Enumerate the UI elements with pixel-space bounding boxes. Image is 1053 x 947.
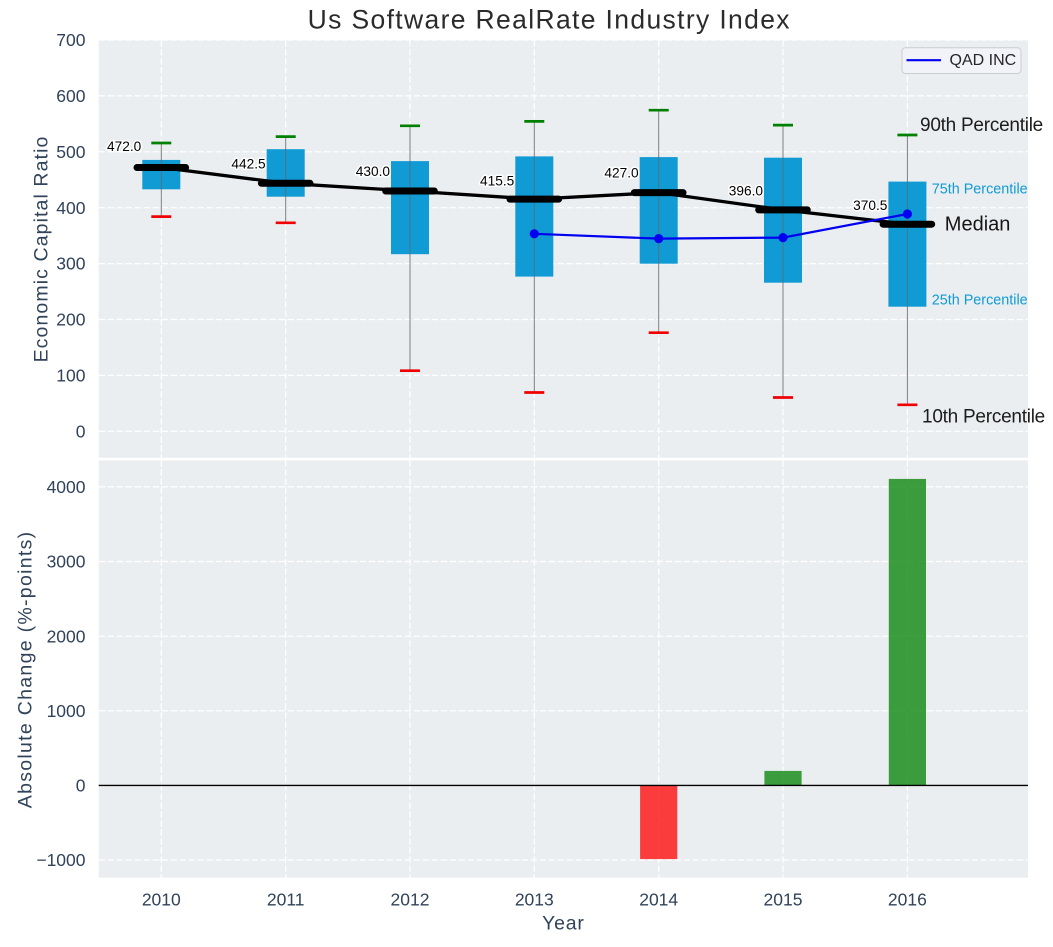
svg-text:300: 300	[56, 254, 85, 274]
svg-text:415.5: 415.5	[480, 173, 515, 188]
svg-text:90th Percentile: 90th Percentile	[920, 115, 1043, 136]
svg-text:2014: 2014	[639, 889, 678, 909]
svg-text:442.5: 442.5	[231, 157, 266, 172]
svg-text:600: 600	[56, 86, 85, 106]
svg-text:2000: 2000	[47, 626, 86, 646]
svg-text:370.5: 370.5	[853, 198, 888, 213]
svg-text:2011: 2011	[267, 889, 305, 909]
svg-text:2015: 2015	[764, 889, 803, 909]
svg-text:0: 0	[76, 776, 86, 796]
svg-text:10th Percentile: 10th Percentile	[922, 407, 1045, 428]
svg-text:3000: 3000	[47, 552, 86, 572]
svg-text:700: 700	[56, 30, 85, 50]
svg-text:Year: Year	[542, 912, 585, 934]
svg-text:2013: 2013	[515, 889, 554, 909]
svg-text:−1000: −1000	[36, 850, 85, 870]
svg-text:Us Software RealRate Industry: Us Software RealRate Industry Index	[308, 4, 791, 34]
svg-text:2012: 2012	[391, 889, 430, 909]
svg-text:25th Percentile: 25th Percentile	[932, 293, 1028, 309]
svg-text:Absolute Change (%-points): Absolute Change (%-points)	[15, 531, 37, 809]
svg-text:400: 400	[56, 198, 85, 218]
svg-text:0: 0	[76, 421, 86, 441]
svg-text:430.0: 430.0	[356, 164, 391, 179]
svg-text:472.0: 472.0	[107, 139, 142, 154]
svg-text:427.0: 427.0	[604, 166, 639, 181]
svg-text:Median: Median	[945, 214, 1011, 236]
svg-text:75th Percentile: 75th Percentile	[932, 181, 1028, 197]
svg-text:Economic Capital Ratio: Economic Capital Ratio	[31, 136, 53, 363]
svg-text:100: 100	[56, 366, 85, 386]
svg-text:QAD INC: QAD INC	[950, 52, 1017, 69]
svg-text:396.0: 396.0	[729, 184, 764, 199]
svg-text:200: 200	[56, 310, 85, 330]
svg-text:500: 500	[56, 142, 85, 162]
svg-text:4000: 4000	[47, 477, 86, 497]
svg-text:2016: 2016	[888, 889, 927, 909]
svg-text:1000: 1000	[47, 701, 86, 721]
svg-text:2010: 2010	[142, 889, 181, 909]
